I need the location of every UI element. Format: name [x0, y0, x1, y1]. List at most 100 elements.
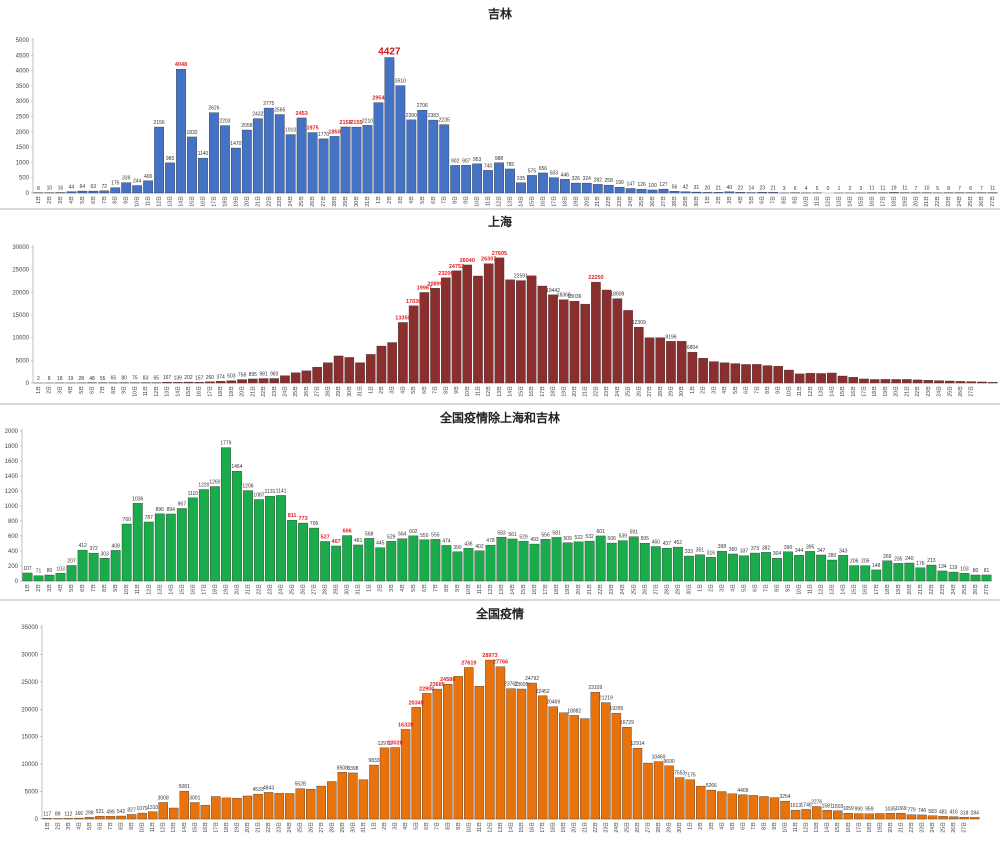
chart-title: 吉林	[487, 7, 512, 21]
bar	[88, 552, 99, 582]
bar	[751, 364, 762, 384]
bar	[74, 817, 84, 820]
data-label: 333	[685, 549, 694, 555]
data-label: 344	[795, 548, 804, 554]
data-label: 235	[894, 556, 903, 562]
x-tick-label: 21日	[587, 584, 593, 595]
x-tick-label: 16日	[846, 822, 852, 833]
x-tick-label: 21日	[582, 822, 588, 833]
x-tick-label: 2日	[382, 822, 388, 830]
x-tick-label: 22日	[909, 822, 915, 833]
bar	[816, 373, 826, 384]
x-tick-label: 7日	[771, 196, 777, 204]
x-tick-label: 7日	[764, 584, 770, 592]
data-label: 18609	[610, 292, 624, 298]
bar	[724, 191, 735, 194]
bar	[430, 288, 440, 384]
x-tick-label: 8日	[453, 196, 459, 204]
y-tick-label: 5000	[25, 790, 39, 796]
bar	[948, 816, 959, 820]
data-label: 7553	[674, 771, 685, 777]
bar	[398, 322, 408, 384]
bar	[687, 351, 698, 384]
bar	[77, 190, 88, 194]
bar	[105, 816, 116, 820]
data-label: 499	[106, 809, 115, 815]
x-tick-label: 8日	[102, 584, 108, 592]
data-label: 2	[849, 186, 852, 192]
y-tick-label: 0	[15, 579, 19, 585]
bar	[132, 503, 143, 582]
bar	[970, 574, 981, 582]
bar	[559, 179, 570, 194]
bar	[893, 563, 904, 582]
data-label: 107	[23, 566, 32, 572]
x-tick-label: 21日	[904, 386, 910, 397]
bar	[220, 125, 230, 194]
data-label: 22	[738, 185, 744, 191]
bar	[773, 365, 783, 384]
data-label: 981	[259, 372, 268, 378]
x-tick-label: 20日	[888, 822, 894, 833]
bar	[794, 373, 805, 384]
data-label: 1975	[307, 126, 319, 132]
data-label: 316	[707, 550, 716, 556]
x-tick-label: 2日	[387, 196, 393, 204]
data-label: 20	[705, 185, 711, 191]
data-label: 1779	[220, 441, 231, 447]
x-tick-label: 4日	[730, 584, 736, 592]
bar	[623, 310, 633, 384]
bar	[794, 555, 805, 582]
data-label: 205	[861, 559, 870, 565]
x-tick-label: 10日	[135, 196, 141, 207]
data-label: 40	[727, 185, 733, 191]
bar	[243, 490, 253, 582]
data-label: 395	[806, 544, 815, 550]
bar	[977, 381, 987, 384]
data-label: 1110	[188, 491, 199, 497]
x-tick-label: 15日	[518, 386, 524, 397]
x-tick-label: 8日	[761, 822, 767, 830]
y-tick-label: 1500	[16, 145, 30, 151]
x-tick-label: 23日	[926, 386, 932, 397]
x-tick-label: 15日	[858, 196, 864, 207]
x-tick-label: 14日	[179, 196, 185, 207]
x-tick-label: 29日	[675, 584, 681, 595]
bar	[730, 363, 741, 384]
x-tick-label: 3日	[719, 584, 725, 592]
data-label: 374	[216, 374, 225, 380]
bar	[580, 718, 590, 820]
x-tick-label: 24日	[628, 196, 634, 207]
x-tick-label: 30日	[345, 584, 351, 595]
bar	[265, 495, 275, 582]
bar	[172, 382, 183, 384]
chart-plot-national-excl: 0 200 400 600 800 1000 1200 1400 1600 1800 2000 1日 2…	[5, 429, 992, 595]
x-tick-label: 20日	[576, 584, 582, 595]
x-tick-label: 19日	[573, 196, 579, 207]
x-tick-label: 5日	[411, 386, 417, 394]
bar	[230, 147, 241, 194]
x-tick-label: 19日	[877, 822, 883, 833]
data-label: 902	[451, 158, 460, 164]
x-tick-label: 15日	[852, 584, 858, 595]
x-tick-label: 8日	[443, 386, 449, 394]
y-tick-label: 800	[8, 519, 19, 525]
bar	[527, 175, 537, 194]
bar	[595, 535, 606, 582]
x-tick-label: 7日	[751, 822, 757, 830]
x-tick-label: 11日	[477, 822, 483, 832]
x-tick-label: 4日	[58, 584, 64, 592]
x-tick-label: 13日	[819, 386, 825, 397]
x-tick-label: 19日	[561, 822, 567, 833]
x-tick-label: 27日	[962, 822, 968, 833]
bar	[937, 570, 948, 582]
data-label: 4	[805, 186, 808, 192]
bar	[44, 574, 55, 582]
y-tick-label: 0	[26, 191, 30, 197]
data-label: 4843	[263, 785, 274, 791]
bar	[66, 565, 77, 582]
data-label: 542	[117, 809, 126, 815]
x-tick-label: 8日	[119, 822, 125, 830]
x-tick-label: 11日	[477, 584, 483, 594]
bar	[680, 191, 691, 194]
